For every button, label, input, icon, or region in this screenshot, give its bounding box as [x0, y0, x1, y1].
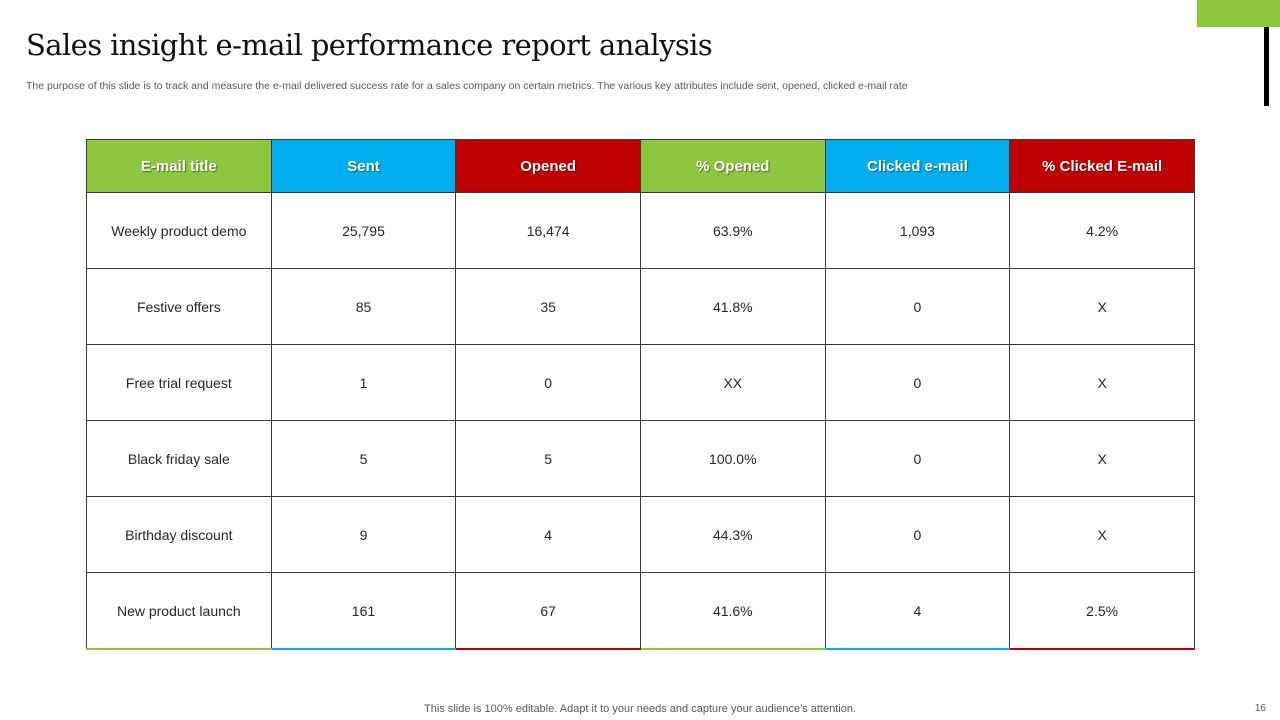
cell-email-title: Birthday discount	[86, 496, 272, 573]
header-percent-clicked: % Clicked E-mail	[1009, 139, 1195, 193]
cell-clicked-email: 0	[824, 420, 1011, 497]
cell-percent-clicked: 2.5%	[1009, 572, 1195, 650]
cell-percent-opened: 63.9%	[639, 192, 826, 269]
table-row: Birthday discount 9 4 44.3% 0 X	[86, 496, 1195, 573]
cell-sent: 85	[270, 268, 457, 345]
header-clicked-email: Clicked e-mail	[824, 139, 1011, 193]
cell-email-title: Black friday sale	[86, 420, 272, 497]
cell-clicked-email: 0	[824, 496, 1011, 573]
table-row: Festive offers 85 35 41.8% 0 X	[86, 268, 1195, 345]
header-email-title: E-mail title	[86, 139, 272, 193]
page-number: 16	[1254, 703, 1266, 714]
cell-percent-opened: 41.8%	[639, 268, 826, 345]
cell-clicked-email: 0	[824, 344, 1011, 421]
cell-email-title: New product launch	[86, 572, 272, 650]
cell-email-title: Free trial request	[86, 344, 272, 421]
cell-percent-opened: 41.6%	[639, 572, 826, 650]
table-header-row: E-mail title Sent Opened % Opened Clicke…	[86, 139, 1195, 193]
header-opened: Opened	[455, 139, 641, 193]
cell-email-title: Weekly product demo	[86, 192, 272, 269]
table-row: Black friday sale 5 5 100.0% 0 X	[86, 420, 1195, 497]
cell-opened: 67	[455, 572, 641, 650]
cell-sent: 1	[270, 344, 457, 421]
accent-green-bar	[1197, 0, 1280, 27]
cell-sent: 5	[270, 420, 457, 497]
slide-title: Sales insight e-mail performance report …	[26, 28, 713, 62]
cell-percent-clicked: X	[1009, 268, 1195, 345]
cell-email-title: Festive offers	[86, 268, 272, 345]
cell-sent: 161	[270, 572, 457, 650]
accent-black-bar	[1264, 27, 1269, 106]
cell-percent-opened: 44.3%	[639, 496, 826, 573]
cell-clicked-email: 0	[824, 268, 1011, 345]
header-sent: Sent	[270, 139, 457, 193]
cell-percent-clicked: 4.2%	[1009, 192, 1195, 269]
cell-percent-clicked: X	[1009, 496, 1195, 573]
cell-clicked-email: 1,093	[824, 192, 1011, 269]
cell-sent: 25,795	[270, 192, 457, 269]
cell-percent-clicked: X	[1009, 420, 1195, 497]
table-row: Free trial request 1 0 XX 0 X	[86, 344, 1195, 421]
cell-opened: 0	[455, 344, 641, 421]
email-performance-table: E-mail title Sent Opened % Opened Clicke…	[86, 139, 1195, 650]
cell-percent-opened: XX	[639, 344, 826, 421]
slide-subtitle: The purpose of this slide is to track an…	[26, 80, 908, 92]
header-percent-opened: % Opened	[639, 139, 826, 193]
cell-opened: 4	[455, 496, 641, 573]
cell-opened: 16,474	[455, 192, 641, 269]
cell-opened: 5	[455, 420, 641, 497]
table-row: Weekly product demo 25,795 16,474 63.9% …	[86, 192, 1195, 269]
cell-opened: 35	[455, 268, 641, 345]
cell-clicked-email: 4	[824, 572, 1011, 650]
footer-note: This slide is 100% editable. Adapt it to…	[424, 703, 856, 715]
cell-percent-opened: 100.0%	[639, 420, 826, 497]
cell-percent-clicked: X	[1009, 344, 1195, 421]
table-row: New product launch 161 67 41.6% 4 2.5%	[86, 572, 1195, 650]
cell-sent: 9	[270, 496, 457, 573]
